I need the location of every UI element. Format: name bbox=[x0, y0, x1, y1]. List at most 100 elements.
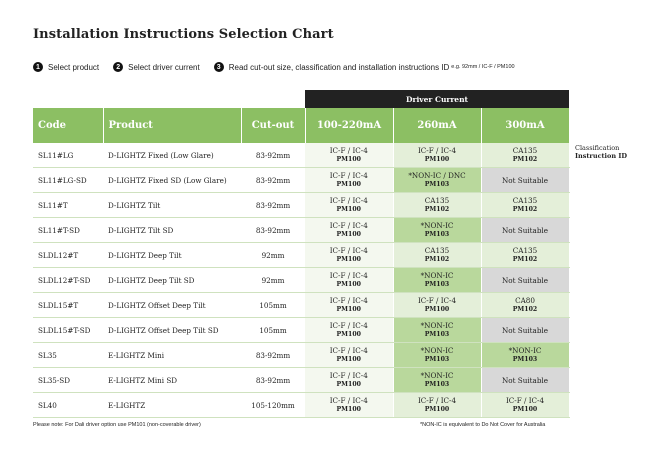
row-cutout: 105mm bbox=[241, 292, 305, 318]
table-row: SL35 E-LIGHTZ Mini 83-92mm IC-F / IC-4 PM100… bbox=[33, 342, 570, 368]
classification-value: CA80 bbox=[515, 296, 535, 305]
row-product: D-LIGHTZ Offset Deep Tilt bbox=[103, 292, 241, 318]
instruction-id-value: PM103 bbox=[424, 381, 450, 388]
classification-legend: Classification Instruction ID bbox=[575, 144, 628, 160]
row-cutout: 83-92mm bbox=[241, 217, 305, 243]
row-driver-d300: Not Suitable bbox=[481, 317, 570, 343]
footnote-dali: Please note: For Dali driver option use … bbox=[33, 422, 201, 428]
instruction-id-value: PM100 bbox=[336, 406, 361, 413]
table-header-row: Code Product Cut-out 100-220mA 260mA 300… bbox=[33, 108, 570, 143]
row-driver-d100: IC-F / IC-4 PM100 bbox=[305, 167, 394, 193]
classification-value: Not Suitable bbox=[502, 325, 548, 335]
row-cutout: 92mm bbox=[241, 267, 305, 293]
row-product: E-LIGHTZ Mini SD bbox=[103, 367, 241, 393]
row-cutout: 105-120mm bbox=[241, 392, 305, 418]
step-number-3: 3 bbox=[213, 62, 224, 72]
classification-value: IC-F / IC-4 bbox=[329, 346, 368, 355]
instruction-id-value: PM102 bbox=[512, 256, 538, 263]
instruction-id-value: PM100 bbox=[336, 231, 361, 238]
table-row: SL40 E-LIGHTZ 105-120mm IC-F / IC-4 PM100 IC-… bbox=[33, 392, 570, 418]
row-cutout: 105mm bbox=[241, 317, 305, 343]
table-row: SL35-SD E-LIGHTZ Mini SD 83-92mm IC-F / IC-… bbox=[33, 367, 570, 393]
instruction-id-value: PM100 bbox=[336, 356, 361, 363]
instruction-id-value: PM100 bbox=[336, 306, 361, 313]
step-label-1: Select product bbox=[48, 62, 100, 72]
instruction-id-value: PM103 bbox=[424, 281, 450, 288]
row-code: SL11#LG bbox=[33, 143, 103, 168]
classification-value: IC-F / IC-4 bbox=[329, 296, 368, 305]
row-product: D-LIGHTZ Offset Deep Tilt SD bbox=[103, 317, 241, 343]
classification-value: *NON-IC bbox=[508, 346, 542, 355]
classification-value: *NON-IC bbox=[420, 371, 454, 380]
row-driver-d300: IC-F / IC-4 PM100 bbox=[481, 392, 570, 418]
row-product: D-LIGHTZ Tilt SD bbox=[103, 217, 241, 243]
classification-value: *NON-IC bbox=[420, 321, 454, 330]
table-row: SLDL12#T D-LIGHTZ Deep Tilt 92mm IC-F / IC-… bbox=[33, 242, 570, 268]
row-driver-d260: *NON-IC PM103 bbox=[393, 267, 482, 293]
classification-value: CA135 bbox=[512, 246, 538, 255]
table-row: SL11#LG D-LIGHTZ Fixed (Low Glare) 83-92mm… bbox=[33, 143, 570, 168]
row-driver-d100: IC-F / IC-4 PM100 bbox=[305, 242, 394, 268]
row-driver-d260: CA135 PM102 bbox=[393, 242, 482, 268]
instruction-id-value: PM102 bbox=[512, 156, 538, 163]
driver-current-heading: Driver Current bbox=[305, 90, 569, 108]
row-product: E-LIGHTZ bbox=[103, 392, 241, 418]
classification-value: CA135 bbox=[424, 246, 450, 255]
row-driver-d260: IC-F / IC-4 PM100 bbox=[393, 392, 482, 418]
row-code: SLDL12#T bbox=[33, 242, 103, 268]
classification-value: IC-F / IC-4 bbox=[329, 246, 368, 255]
table-row: SL11#T D-LIGHTZ Tilt 83-92mm IC-F / IC-4 PM1… bbox=[33, 192, 570, 218]
step-number-1: 1 bbox=[33, 62, 43, 72]
table-row: SLDL15#T D-LIGHTZ Offset Deep Tilt 105mm IC… bbox=[33, 292, 570, 318]
instruction-id-value: PM103 bbox=[424, 331, 450, 338]
table-row: SL11#LG-SD D-LIGHTZ Fixed SD (Low Glare) 8… bbox=[33, 167, 570, 193]
row-driver-d300: CA135 PM102 bbox=[481, 143, 570, 168]
classification-value: *NON-IC bbox=[420, 271, 454, 280]
instruction-id-value: PM103 bbox=[424, 231, 450, 238]
row-driver-d100: IC-F / IC-4 PM100 bbox=[305, 342, 394, 368]
step-label-2: Select driver current bbox=[128, 62, 200, 72]
instruction-id-value: PM102 bbox=[424, 256, 450, 263]
row-driver-d260: IC-F / IC-4 PM100 bbox=[393, 143, 482, 168]
instruction-id-value: PM100 bbox=[336, 206, 361, 213]
classification-value: CA135 bbox=[424, 196, 450, 205]
row-driver-d100: IC-F / IC-4 PM100 bbox=[305, 292, 394, 318]
classification-value: IC-F / IC-4 bbox=[417, 396, 457, 405]
row-cutout: 83-92mm bbox=[241, 167, 305, 193]
footnote-non-ic: *NON-IC is equivalent to Do Not Cover fo… bbox=[420, 422, 546, 428]
table-row: SL11#T-SD D-LIGHTZ Tilt SD 83-92mm IC-F / I… bbox=[33, 217, 570, 243]
row-driver-d260: CA135 PM102 bbox=[393, 192, 482, 218]
row-driver-d260: *NON-IC PM103 bbox=[393, 342, 482, 368]
instruction-id-value: PM100 bbox=[336, 331, 361, 338]
classification-value: Not Suitable bbox=[502, 375, 548, 385]
steps-bar: 1 Select product 2 Select driver current… bbox=[33, 62, 529, 72]
instruction-id-value: PM100 bbox=[336, 156, 361, 163]
row-driver-d300: Not Suitable bbox=[481, 167, 570, 193]
row-code: SL35-SD bbox=[33, 367, 103, 393]
col-header-code: Code bbox=[33, 108, 104, 143]
instruction-id-value: PM100 bbox=[424, 406, 450, 413]
row-product: D-LIGHTZ Tilt bbox=[103, 192, 241, 218]
row-code: SL11#LG-SD bbox=[33, 167, 103, 193]
row-code: SL11#T-SD bbox=[33, 217, 103, 243]
classification-value: IC-F / IC-4 bbox=[329, 321, 368, 330]
row-cutout: 83-92mm bbox=[241, 143, 305, 168]
instruction-id-value: PM100 bbox=[512, 406, 538, 413]
row-cutout: 83-92mm bbox=[241, 342, 305, 368]
classification-value: IC-F / IC-4 bbox=[417, 296, 457, 305]
example-text: e.g. 92mm / IC-F / PM100 bbox=[451, 64, 515, 70]
row-driver-d300: Not Suitable bbox=[481, 267, 570, 293]
instruction-id-value: PM100 bbox=[336, 281, 361, 288]
row-driver-d100: IC-F / IC-4 PM100 bbox=[305, 367, 394, 393]
row-driver-d260: IC-F / IC-4 PM100 bbox=[393, 292, 482, 318]
row-driver-d100: IC-F / IC-4 PM100 bbox=[305, 217, 394, 243]
row-code: SLDL15#T-SD bbox=[33, 317, 103, 343]
instruction-id-value: PM103 bbox=[512, 356, 538, 363]
instruction-id-label: Instruction ID bbox=[575, 151, 628, 160]
row-product: D-LIGHTZ Deep Tilt bbox=[103, 242, 241, 268]
row-code: SL11#T bbox=[33, 192, 103, 218]
row-driver-d260: *NON-IC PM103 bbox=[393, 367, 482, 393]
row-code: SLDL15#T bbox=[33, 292, 103, 318]
row-driver-d100: IC-F / IC-4 PM100 bbox=[305, 392, 394, 418]
col-header-cutout: Cut-out bbox=[241, 108, 306, 143]
